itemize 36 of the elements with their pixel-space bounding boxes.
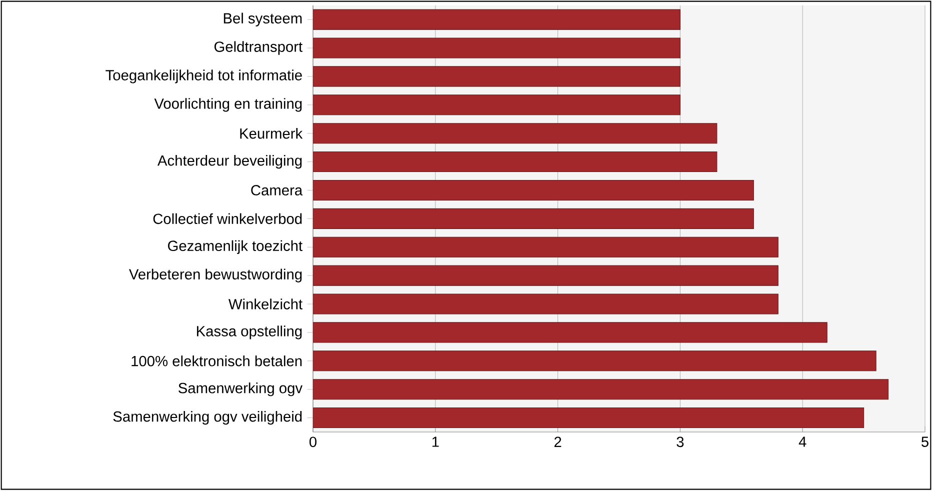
bar [313, 180, 754, 201]
x-tick-label: 3 [676, 436, 684, 448]
y-tick-label: Achterdeur beveiliging [157, 155, 302, 169]
y-tick-label: Bel systeem [224, 12, 302, 27]
bar [313, 379, 889, 400]
bar [313, 66, 680, 87]
bar [313, 38, 680, 58]
bar [313, 265, 778, 286]
y-tick-label: Geldtransport [214, 41, 302, 55]
x-tick-label: 5 [922, 436, 928, 448]
y-tick-label: Verbeteren bewustwording [128, 268, 302, 283]
y-tick-label: Keurmerk [240, 128, 303, 139]
y-tick-label: Voorlichting en training [154, 98, 302, 112]
bar [313, 123, 718, 144]
y-tick-label: Samenwerking ogv veiligheid [113, 411, 302, 425]
y-tick-label: 100% elektronisch betalen [132, 356, 302, 366]
bar [313, 208, 754, 230]
bar [313, 152, 718, 172]
bar [313, 408, 864, 428]
bar [313, 94, 680, 116]
y-tick-label: Winkelzicht [228, 298, 302, 310]
y-tick-label: Collectief winkelverbod [153, 213, 302, 224]
y-tick-label: Camera [251, 185, 303, 196]
y-tick-label: Kassa opstelling [197, 326, 302, 340]
bar [313, 350, 876, 372]
bar [313, 9, 680, 30]
x-tick-label: 2 [554, 436, 562, 448]
bar [313, 322, 828, 343]
bar [313, 294, 778, 314]
x-tick-label: 0 [309, 436, 316, 448]
y-tick-label: Gezamenlijk toezicht [168, 240, 302, 254]
y-tick-label: Samenwerking ogv [178, 382, 303, 396]
y-tick-label: Toegankelijkheid tot informatie [106, 70, 302, 84]
x-tick-label: 4 [798, 436, 806, 447]
x-tick-label: 1 [432, 436, 439, 447]
bar [313, 237, 778, 258]
